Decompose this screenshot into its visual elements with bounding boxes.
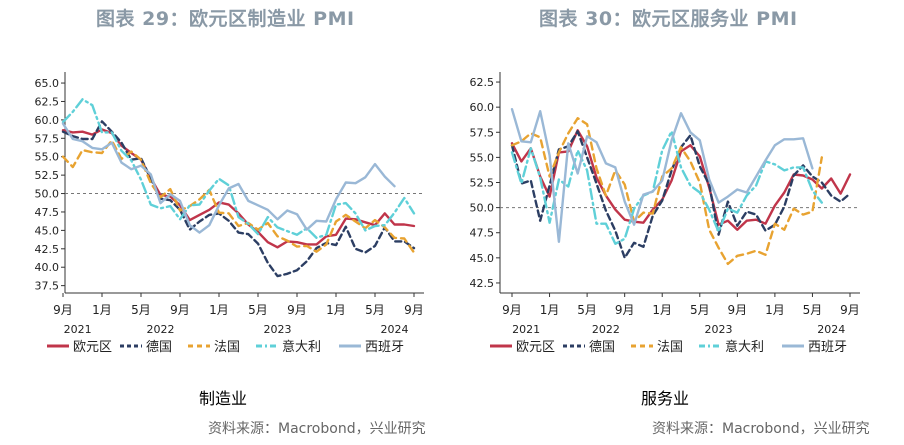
x-tick-label: 9月 <box>728 303 748 317</box>
series-line-西班牙 <box>61 122 396 234</box>
series-line-德国 <box>61 120 416 278</box>
x-tick-label: 5月 <box>248 303 268 317</box>
x-tick-label: 9月 <box>404 303 424 317</box>
y-tick-label: 60.0 <box>470 101 495 114</box>
y-tick-label: 45.0 <box>470 252 495 265</box>
year-label: 2023 <box>264 323 292 336</box>
series-line-西班牙 <box>510 107 814 244</box>
x-tick-label: 9月 <box>502 303 522 317</box>
y-tick-label: 57.5 <box>470 126 495 139</box>
x-tick-label: 1月 <box>209 303 229 317</box>
x-tick-label: 1月 <box>326 303 346 317</box>
y-tick-label: 60.0 <box>35 114 60 127</box>
y-tick-label: 57.5 <box>35 132 60 145</box>
chart-source-left: 资料来源：Macrobond，兴业研究 <box>208 421 426 437</box>
year-label: 2023 <box>705 323 733 336</box>
legend-label: 德国 <box>589 340 615 355</box>
legend-label: 欧元区 <box>73 340 112 355</box>
year-label: 2024 <box>381 323 409 336</box>
x-tick-label: 1月 <box>92 303 112 317</box>
chart-title-right: 图表 30：欧元区服务业 PMI <box>539 8 798 30</box>
x-tick-label: 9月 <box>53 303 73 317</box>
year-label: 2024 <box>817 323 845 336</box>
x-tick-label: 1月 <box>540 303 560 317</box>
chart-source-right: 资料来源：Macrobond，兴业研究 <box>652 421 870 437</box>
y-tick-label: 42.5 <box>470 277 495 290</box>
x-tick-label: 9月 <box>615 303 635 317</box>
legend-label: 德国 <box>146 340 172 355</box>
chart-subtitle-left: 制造业 <box>199 389 248 408</box>
year-label: 2021 <box>512 323 540 336</box>
y-tick-label: 42.5 <box>35 243 60 256</box>
x-tick-label: 9月 <box>287 303 307 317</box>
y-tick-label: 40.0 <box>35 261 60 274</box>
x-tick-label: 1月 <box>765 303 785 317</box>
series-line-法国 <box>510 116 823 266</box>
y-tick-label: 55.0 <box>35 151 60 164</box>
x-tick-label: 9月 <box>840 303 860 317</box>
y-tick-label: 65.0 <box>35 77 60 90</box>
legend-label: 法国 <box>214 340 240 355</box>
year-label: 2022 <box>147 323 175 336</box>
y-tick-label: 45.0 <box>35 224 60 237</box>
x-tick-label: 5月 <box>577 303 597 317</box>
x-tick-label: 5月 <box>365 303 385 317</box>
x-tick-label: 1月 <box>652 303 672 317</box>
legend-label: 法国 <box>657 340 683 355</box>
y-tick-label: 50.0 <box>470 202 495 215</box>
y-tick-label: 47.5 <box>470 227 495 240</box>
series-line-法国 <box>61 139 416 254</box>
y-tick-label: 47.5 <box>35 206 60 219</box>
year-label: 2022 <box>592 323 620 336</box>
series-line-意大利 <box>61 98 416 240</box>
chart-title-left: 图表 29：欧元区制造业 PMI <box>96 8 355 30</box>
year-label: 2021 <box>64 323 92 336</box>
y-tick-label: 52.5 <box>470 177 495 190</box>
x-tick-label: 5月 <box>131 303 151 317</box>
legend-label: 意大利 <box>282 339 321 355</box>
legend-label: 欧元区 <box>516 340 555 355</box>
y-tick-label: 62.5 <box>35 95 60 108</box>
legend-label: 西班牙 <box>808 340 847 355</box>
legend-label: 意大利 <box>725 339 764 355</box>
y-tick-label: 50.0 <box>35 188 60 201</box>
x-tick-label: 9月 <box>170 303 190 317</box>
x-tick-label: 5月 <box>690 303 710 317</box>
chart-subtitle-right: 服务业 <box>641 389 690 408</box>
y-tick-label: 62.5 <box>470 76 495 89</box>
y-tick-label: 52.5 <box>35 169 60 182</box>
y-tick-label: 55.0 <box>470 151 495 164</box>
y-tick-label: 37.5 <box>35 280 60 293</box>
x-tick-label: 5月 <box>803 303 823 317</box>
legend-label: 西班牙 <box>365 340 404 355</box>
